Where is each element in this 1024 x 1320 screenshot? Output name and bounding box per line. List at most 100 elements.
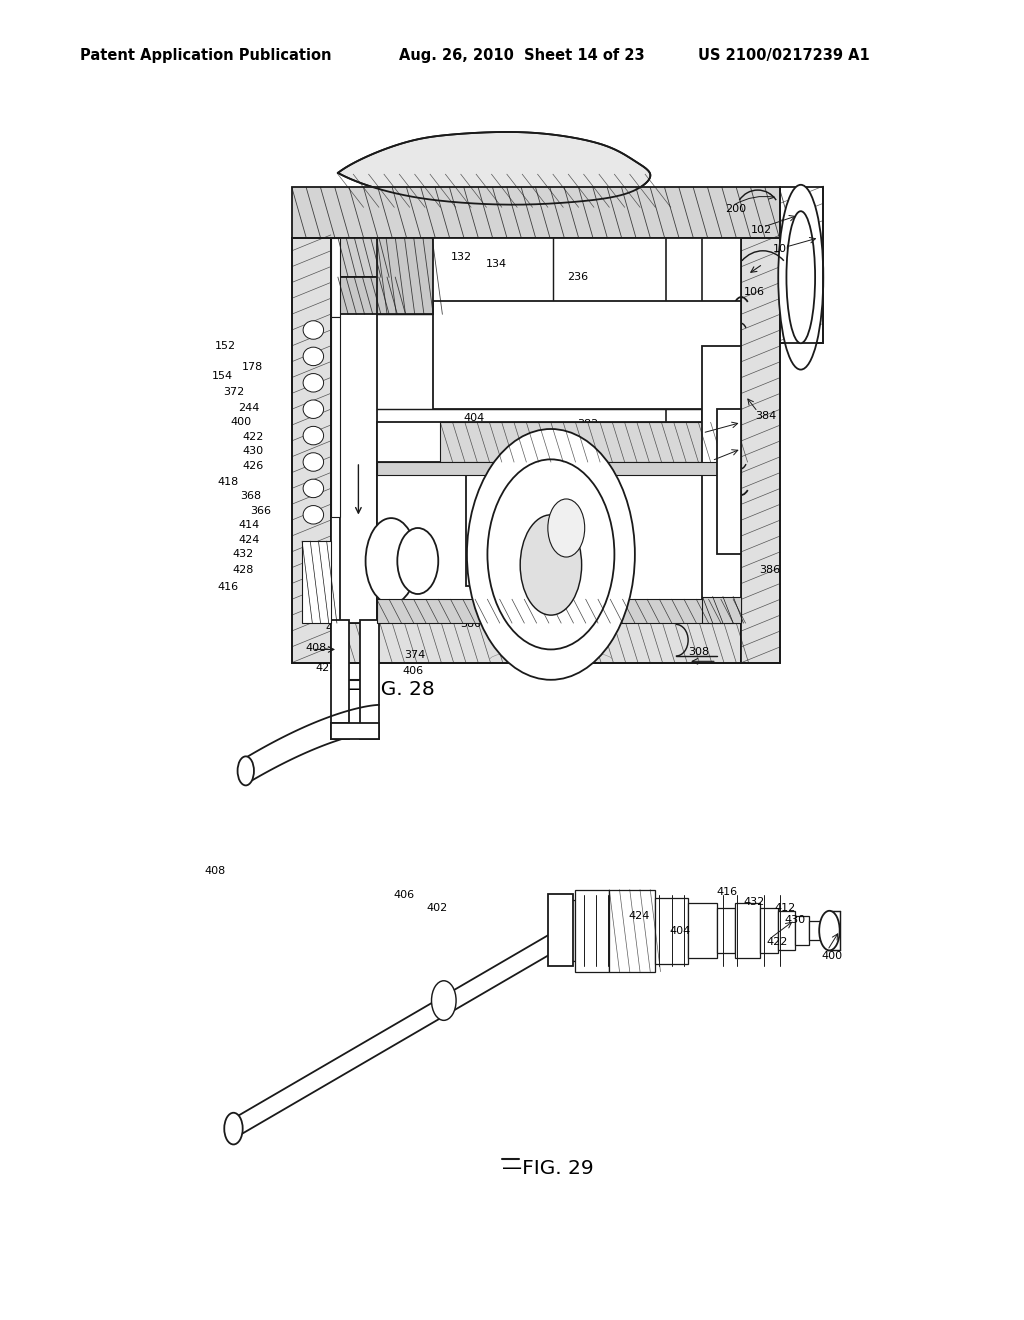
Text: —FIG. 29: —FIG. 29 — [502, 1159, 593, 1177]
Text: 374: 374 — [404, 649, 426, 660]
Text: 424: 424 — [629, 911, 650, 921]
Text: 410: 410 — [392, 536, 414, 546]
Text: 412: 412 — [469, 550, 490, 561]
Ellipse shape — [397, 528, 438, 594]
Text: 428: 428 — [232, 565, 254, 576]
Text: 402: 402 — [426, 903, 447, 913]
Text: 416: 416 — [217, 582, 239, 593]
Bar — [702, 597, 741, 623]
Text: 308: 308 — [688, 647, 710, 657]
Text: 236: 236 — [567, 272, 589, 282]
Bar — [377, 462, 741, 623]
Bar — [331, 238, 741, 623]
Bar — [338, 277, 399, 314]
Text: 384: 384 — [755, 411, 776, 421]
Ellipse shape — [238, 756, 254, 785]
Text: 372: 372 — [223, 387, 245, 397]
Bar — [735, 903, 760, 958]
Bar — [331, 238, 340, 317]
Ellipse shape — [303, 347, 324, 366]
Ellipse shape — [303, 506, 324, 524]
Bar — [760, 908, 778, 953]
Bar — [360, 620, 379, 739]
Text: 432: 432 — [743, 896, 765, 907]
Text: 244: 244 — [239, 403, 260, 413]
Text: 132: 132 — [451, 252, 472, 263]
Ellipse shape — [467, 429, 635, 680]
Bar — [717, 908, 735, 953]
Bar — [440, 422, 741, 462]
Bar — [292, 238, 331, 663]
Text: 412: 412 — [774, 903, 796, 913]
Bar — [302, 541, 331, 623]
Ellipse shape — [786, 211, 815, 343]
Bar — [433, 301, 741, 409]
Bar — [780, 187, 823, 343]
Bar — [331, 723, 349, 739]
Bar — [717, 409, 741, 554]
Text: 404: 404 — [670, 925, 691, 936]
Text: 424: 424 — [239, 535, 260, 545]
Text: 430: 430 — [243, 446, 264, 457]
Ellipse shape — [778, 185, 823, 370]
Text: 200: 200 — [725, 203, 746, 214]
Bar — [338, 238, 381, 277]
Text: 102: 102 — [751, 224, 772, 235]
Text: —FIG. 28: —FIG. 28 — [343, 680, 435, 698]
Text: 400: 400 — [230, 417, 252, 428]
Polygon shape — [338, 132, 650, 205]
Ellipse shape — [431, 981, 456, 1020]
Text: 154: 154 — [212, 371, 233, 381]
Text: 390: 390 — [699, 430, 721, 441]
Ellipse shape — [303, 426, 324, 445]
Text: Patent Application Publication: Patent Application Publication — [80, 48, 332, 63]
Text: 382: 382 — [578, 418, 599, 429]
Bar — [377, 599, 741, 623]
Text: 420: 420 — [315, 663, 337, 673]
Bar — [809, 921, 827, 940]
Text: 414: 414 — [239, 520, 260, 531]
Text: 426: 426 — [243, 461, 264, 471]
Bar — [377, 462, 741, 475]
Text: 380: 380 — [460, 619, 481, 630]
Bar — [741, 238, 780, 663]
Text: 408: 408 — [305, 643, 327, 653]
Text: 406: 406 — [393, 890, 415, 900]
Text: 432: 432 — [232, 549, 254, 560]
Bar — [331, 723, 379, 739]
Bar — [655, 898, 688, 964]
Ellipse shape — [303, 479, 324, 498]
Bar — [778, 911, 795, 950]
Text: 430: 430 — [784, 915, 806, 925]
Ellipse shape — [224, 1113, 243, 1144]
Text: 178: 178 — [242, 362, 263, 372]
Bar — [331, 623, 741, 663]
Bar — [292, 187, 780, 238]
Text: 404: 404 — [464, 413, 485, 424]
Bar — [331, 317, 340, 517]
Bar — [575, 890, 609, 972]
Text: 422: 422 — [766, 937, 787, 948]
Bar — [702, 346, 741, 623]
Text: 378: 378 — [477, 428, 499, 438]
Text: 418: 418 — [217, 477, 239, 487]
Text: Aug. 26, 2010  Sheet 14 of 23: Aug. 26, 2010 Sheet 14 of 23 — [399, 48, 645, 63]
Ellipse shape — [303, 374, 324, 392]
Bar — [548, 894, 573, 966]
Text: 422: 422 — [243, 432, 264, 442]
Text: 368: 368 — [241, 491, 262, 502]
Text: 388: 388 — [709, 458, 730, 469]
Bar — [340, 238, 377, 623]
Text: 406: 406 — [402, 665, 424, 676]
Text: 416: 416 — [717, 887, 738, 898]
Text: 408: 408 — [205, 866, 226, 876]
Text: 400: 400 — [821, 950, 843, 961]
Bar — [553, 900, 575, 961]
Ellipse shape — [366, 519, 417, 605]
Text: US 2100/0217239 A1: US 2100/0217239 A1 — [698, 48, 870, 63]
Text: 106: 106 — [743, 286, 765, 297]
Text: 320: 320 — [625, 552, 646, 562]
Ellipse shape — [303, 321, 324, 339]
Bar — [331, 620, 349, 739]
Text: 392: 392 — [583, 627, 604, 638]
